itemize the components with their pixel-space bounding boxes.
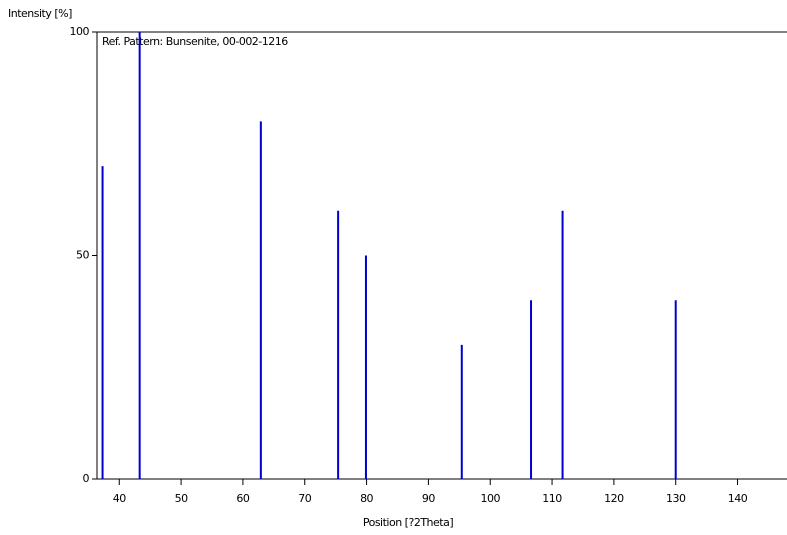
y-tick-label: 100 (70, 25, 90, 38)
x-tick-label: 140 (728, 492, 748, 505)
annotation: Ref. Pattern: Bunsenite, 00-002-1216 (102, 35, 288, 48)
x-tick-label: 50 (175, 492, 188, 505)
y-axis-label: Intensity [%] (8, 7, 72, 20)
x-tick-label: 100 (480, 492, 500, 505)
x-axis-label: Position [?2Theta] (363, 516, 453, 529)
x-tick-label: 90 (422, 492, 435, 505)
y-tick-label: 50 (76, 249, 89, 262)
x-tick-label: 80 (360, 492, 373, 505)
x-tick-label: 70 (298, 492, 311, 505)
x-tick-label: 120 (604, 492, 624, 505)
y-tick-label: 0 (83, 472, 90, 485)
x-tick-label: 60 (236, 492, 249, 505)
x-tick-label: 110 (542, 492, 562, 505)
x-tick-label: 130 (666, 492, 686, 505)
x-tick-label: 40 (113, 492, 126, 505)
